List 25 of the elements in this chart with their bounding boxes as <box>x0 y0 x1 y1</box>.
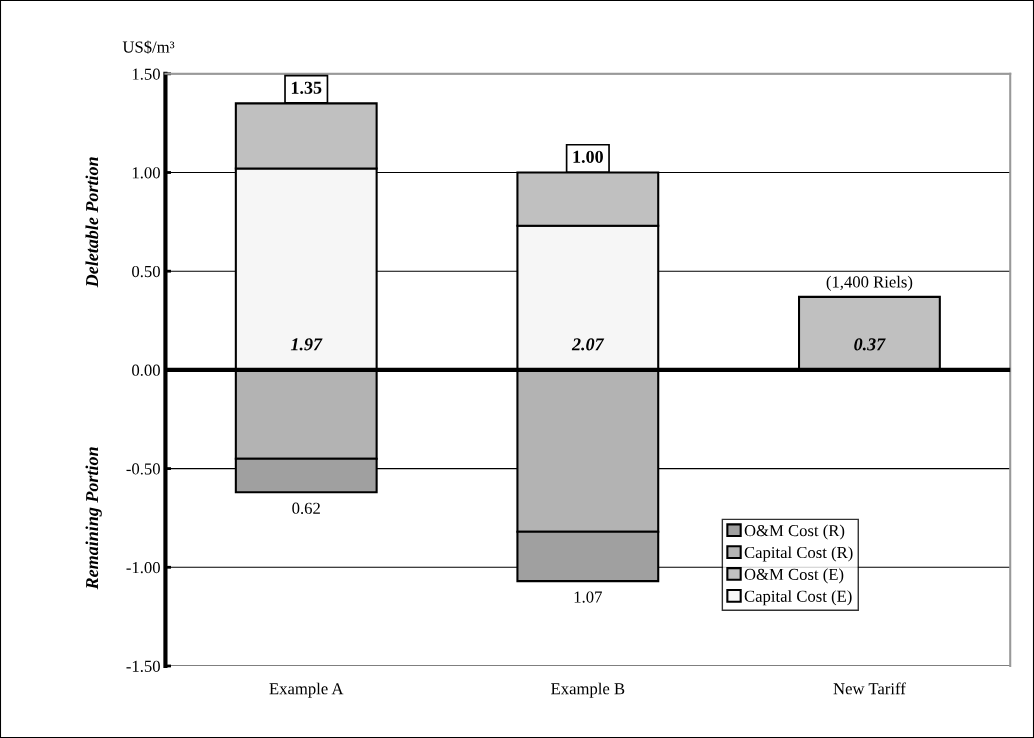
y-tick-label: 0.00 <box>132 364 160 376</box>
y-axis-title: US$/m³ <box>122 40 175 54</box>
y-tick-label: 1.00 <box>132 167 160 179</box>
text: Deletable Portion <box>85 157 99 288</box>
annotation: 1.35 <box>291 81 322 94</box>
annotation: 2.07 <box>571 338 605 351</box>
x-tick-label: Example B <box>551 682 625 698</box>
y-tick-label: -1.50 <box>126 660 160 672</box>
legend-label: Capital Cost (E) <box>744 590 852 606</box>
text: Remaining Portion <box>85 447 102 590</box>
legend-label: O&M Cost (R) <box>744 524 845 540</box>
legend-label: Capital Cost (R) <box>744 546 853 562</box>
annotation: 1.00 <box>573 150 603 163</box>
annotation: 1.07 <box>574 591 602 603</box>
legend-label: O&M Cost (E) <box>744 568 844 584</box>
annotation: 1.97 <box>290 338 323 351</box>
y-tick-label: -0.50 <box>126 463 160 475</box>
annotation: (1,400 Riels) <box>826 275 913 291</box>
x-tick-label: New Tariff <box>833 682 906 695</box>
annotation: 0.37 <box>854 338 886 351</box>
x-tick-label: Example A <box>269 682 344 698</box>
annotation: 0.62 <box>292 502 320 514</box>
y-tick-label: -1.00 <box>126 561 160 574</box>
y-tick-label: 0.50 <box>132 265 160 278</box>
y-tick-label: 1.50 <box>132 68 160 80</box>
